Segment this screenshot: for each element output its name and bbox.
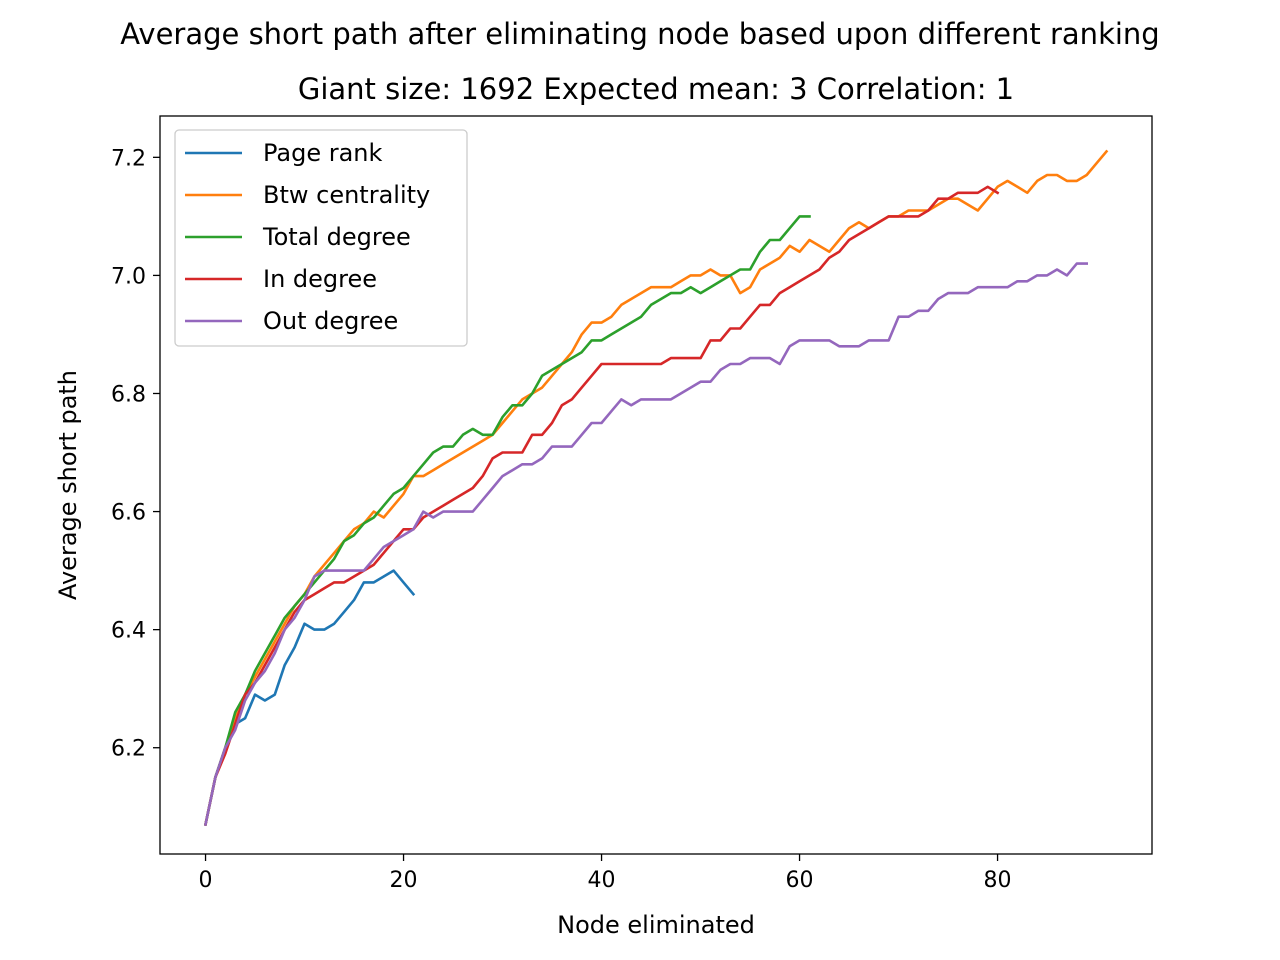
- legend-label: Btw centrality: [263, 181, 430, 209]
- y-tick-label: 6.4: [111, 619, 146, 644]
- y-tick-label: 6.2: [111, 737, 146, 762]
- series-line-total-degree: [203, 215, 811, 827]
- y-tick-label: 7.2: [111, 146, 146, 171]
- plot-area: [203, 149, 1109, 827]
- series-line-in-degree: [203, 185, 1000, 827]
- chart-subtitle: Giant size: 1692 Expected mean: 3 Correl…: [298, 72, 1014, 106]
- x-tick-label: 40: [588, 868, 616, 893]
- legend-label: In degree: [263, 265, 377, 293]
- x-tick-label: 80: [984, 868, 1012, 893]
- chart-title: Average short path after eliminating nod…: [120, 17, 1159, 51]
- x-tick-label: 60: [786, 868, 814, 893]
- series-line-out-degree: [203, 262, 1088, 827]
- legend-label: Total degree: [262, 223, 411, 251]
- y-tick-label: 6.8: [111, 382, 146, 407]
- x-tick-label: 0: [199, 868, 213, 893]
- y-tick-label: 6.6: [111, 501, 146, 526]
- series-line-btw-centrality: [203, 149, 1109, 827]
- legend-frame: [174, 129, 468, 347]
- legend-label: Out degree: [263, 307, 398, 335]
- legend: Page rank Btw centrality Total degree In de…: [174, 129, 468, 347]
- series-line-page-rank: [203, 569, 416, 827]
- y-axis-label: Average short path: [54, 370, 82, 600]
- legend-label: Page rank: [263, 139, 383, 167]
- plot-frame: [159, 115, 1153, 855]
- x-tick-label: 20: [390, 868, 418, 893]
- axes: 0 20 40 60 80 6.2 6.4 6.6 6.8 7.0 7.2: [111, 146, 1012, 893]
- x-axis-label: Node eliminated: [557, 911, 755, 939]
- y-tick-label: 7.0: [111, 264, 146, 289]
